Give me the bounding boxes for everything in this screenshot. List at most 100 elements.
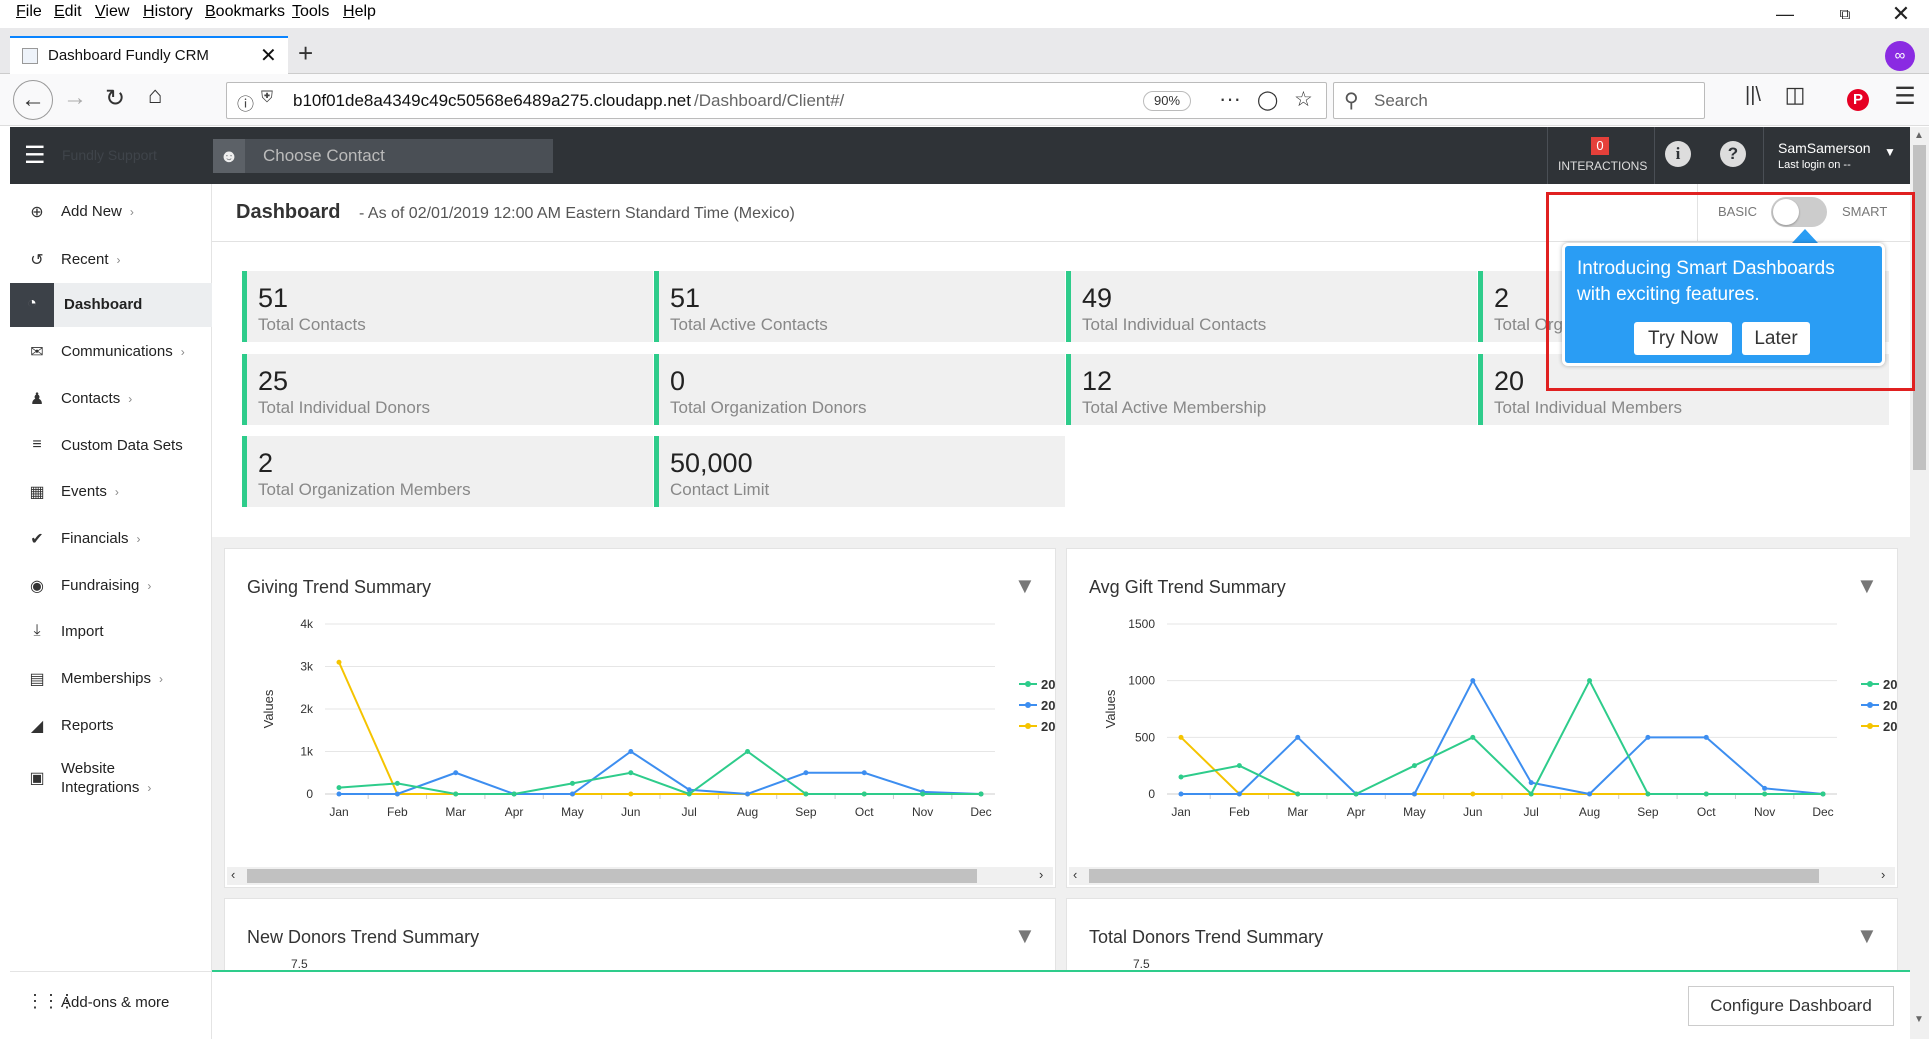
data-point [803, 770, 809, 776]
kpi-value: 12 [1082, 366, 1113, 396]
x-tick-label: Jun [621, 805, 640, 819]
hamburger-menu-icon[interactable]: ☰ [1894, 83, 1916, 110]
reload-icon[interactable]: ↻ [104, 85, 126, 112]
kpi-value: 51 [670, 283, 701, 313]
user-menu[interactable]: SamSamerson Last login on -- ▼ [1764, 127, 1904, 184]
grid-icon: ⋮⋮⋮ [26, 991, 76, 1011]
forward-icon[interactable]: → [63, 84, 87, 111]
sidebar-item-reports[interactable]: ◢ Reports [10, 704, 212, 748]
interactions-button[interactable]: 0 INTERACTIONS [1548, 127, 1654, 184]
scroll-down-icon[interactable]: ▼ [1914, 1014, 1924, 1025]
library-icon[interactable]: ||\ [1745, 84, 1761, 106]
menu-file[interactable]: File [16, 3, 42, 20]
private-browsing-icon: ∞ [1885, 41, 1915, 71]
sidebar-item-contacts[interactable]: ♟ Contacts › [10, 377, 212, 421]
minimize-icon[interactable]: — [1776, 4, 1794, 24]
app-menu-icon[interactable]: ☰ [24, 142, 46, 169]
x-tick-label: Feb [387, 805, 408, 819]
close-tab-icon[interactable]: ✕ [260, 45, 277, 67]
new-tab-icon[interactable]: + [298, 38, 314, 68]
kpi-tile[interactable]: 0 Total Organization Donors [654, 354, 1065, 425]
sidebar-item-communications[interactable]: ✉ Communications › [10, 330, 212, 374]
filter-icon[interactable]: ▼ [1014, 923, 1036, 948]
sidebar-item-memberships[interactable]: ▤ Memberships › [10, 657, 212, 701]
chart-title: New Donors Trend Summary [247, 927, 480, 947]
scroll-right-icon[interactable]: › [1881, 867, 1886, 882]
shield-icon[interactable]: ⛨ [261, 89, 274, 106]
url-bar[interactable]: ⓘ ⛨ b10f01de8a4349c49c50568e6489a275.clo… [226, 82, 1327, 119]
sidebar-item-website-integrations[interactable]: ▣ Website Integrations › [10, 750, 212, 808]
close-window-icon[interactable]: ✕ [1891, 1, 1911, 26]
sidebar-item-addons[interactable]: ⋮⋮⋮ Add-ons & more [10, 981, 212, 1025]
menu-edit[interactable]: Edit [54, 3, 82, 20]
chart-scrollbar[interactable]: ‹ › [1069, 867, 1895, 885]
kpi-tile[interactable]: 2 Total Organization Members [242, 436, 653, 507]
scroll-up-icon[interactable]: ▲ [1914, 130, 1924, 141]
browser-tab[interactable]: Dashboard Fundly CRM ✕ [10, 36, 288, 74]
sidebar-item-custom-data-sets[interactable]: ≡ Custom Data Sets [10, 424, 212, 468]
info-icon[interactable]: ⓘ [237, 95, 254, 114]
sidebar-icon[interactable]: ◫ [1784, 82, 1806, 107]
scrollbar-thumb[interactable] [1089, 869, 1819, 883]
scroll-left-icon[interactable]: ‹ [231, 867, 236, 882]
tab-bar: Dashboard Fundly CRM ✕ + ∞ [0, 28, 1929, 74]
zoom-indicator[interactable]: 90% [1143, 91, 1191, 111]
restore-icon[interactable]: ⧉ [1839, 6, 1851, 23]
pinterest-icon[interactable]: P [1847, 89, 1869, 111]
header-divider [1763, 127, 1764, 184]
sidebar-item-financials[interactable]: ✔ Financials › [10, 517, 212, 561]
data-point [628, 770, 634, 776]
menu-view[interactable]: View [95, 3, 130, 20]
bookmark-star-icon[interactable]: ☆ [1294, 88, 1313, 111]
kpi-tile[interactable]: 51 Total Contacts [242, 271, 653, 342]
kpi-tile[interactable]: 50,000 Contact Limit [654, 436, 1065, 507]
filter-icon[interactable]: ▼ [1856, 573, 1878, 598]
dashboard-mode-toggle[interactable] [1771, 197, 1827, 227]
kpi-tile[interactable]: 51 Total Active Contacts [654, 271, 1065, 342]
choose-contact-field[interactable]: ☻ Choose Contact [213, 139, 553, 173]
scrollbar-thumb[interactable] [247, 869, 977, 883]
chevron-right-icon: › [180, 345, 185, 359]
menu-tools[interactable]: Tools [292, 3, 330, 20]
scroll-left-icon[interactable]: ‹ [1073, 867, 1078, 882]
x-tick-label: Sep [1637, 805, 1659, 819]
page-actions-icon[interactable]: ··· [1219, 86, 1241, 111]
try-now-button[interactable]: Try Now [1634, 322, 1732, 355]
sidebar-item-fundraising[interactable]: ◉ Fundraising › [10, 564, 212, 608]
help-icon[interactable]: ? [1720, 141, 1746, 167]
configure-dashboard-button[interactable]: Configure Dashboard [1688, 986, 1894, 1026]
menu-bookmarks[interactable]: Bookmarks [205, 3, 286, 20]
sidebar-item-add-new[interactable]: ⊕ Add New › [10, 190, 212, 234]
chevron-right-icon: › [136, 532, 141, 546]
filter-icon[interactable]: ▼ [1014, 573, 1036, 598]
sidebar-item-recent[interactable]: ↺ Recent › [10, 238, 212, 282]
filter-icon[interactable]: ▼ [1856, 923, 1878, 948]
menu-history[interactable]: History [143, 3, 193, 20]
page-scrollbar-thumb[interactable] [1913, 145, 1926, 470]
data-point [1236, 763, 1242, 769]
info-circle-icon[interactable]: i [1665, 141, 1691, 167]
kpi-value: 25 [258, 366, 289, 396]
kpi-tile[interactable]: 12 Total Active Membership [1066, 354, 1477, 425]
interactions-label: INTERACTIONS [1558, 159, 1648, 173]
x-tick-label: Oct [1697, 805, 1716, 819]
sidebar-item-dashboard[interactable]: ◔ Dashboard [10, 283, 212, 327]
browser-search-bar[interactable]: ⚲ Search [1333, 82, 1705, 119]
sidebar-item-import[interactable]: ⤓ Import [10, 610, 212, 654]
menu-help[interactable]: Help [343, 3, 376, 20]
kpi-tile[interactable]: 25 Total Individual Donors [242, 354, 653, 425]
back-icon[interactable]: ← [13, 80, 53, 120]
legend-marker [1867, 681, 1873, 687]
later-button[interactable]: Later [1742, 322, 1810, 355]
smart-dashboard-popup: Introducing Smart Dashboards with exciti… [1562, 243, 1885, 366]
page-scrollbar[interactable]: ▲ ▼ [1910, 127, 1929, 1039]
active-indicator [10, 283, 54, 327]
kpi-tile[interactable]: 49 Total Individual Contacts [1066, 271, 1477, 342]
sidebar-item-events[interactable]: ▦ Events › [10, 470, 212, 514]
scroll-right-icon[interactable]: › [1039, 867, 1044, 882]
kpi-label: Total Organization Donors [670, 398, 867, 417]
pocket-icon[interactable]: ◯ [1257, 90, 1279, 111]
legend-label: 20 [1041, 698, 1055, 713]
home-icon[interactable]: ⌂ [147, 82, 163, 109]
chart-scrollbar[interactable]: ‹ › [227, 867, 1053, 885]
